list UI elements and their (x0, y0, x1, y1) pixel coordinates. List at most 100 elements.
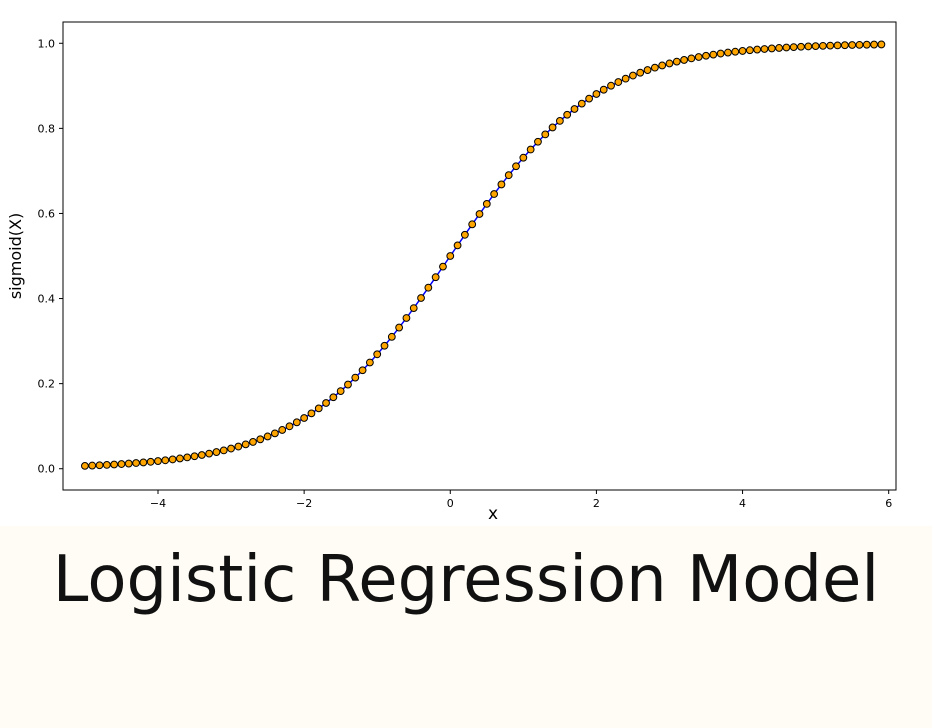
data-point (753, 45, 762, 54)
data-point (504, 171, 513, 180)
data-point (124, 459, 133, 468)
data-point (497, 180, 506, 189)
data-point (848, 41, 857, 49)
x-axis-label: x (488, 504, 498, 524)
data-point (409, 304, 418, 313)
data-point (877, 40, 886, 49)
data-point (541, 130, 550, 139)
data-point (402, 314, 411, 322)
data-point (797, 42, 805, 51)
data-point (380, 341, 389, 350)
data-point (826, 41, 835, 50)
data-point (307, 409, 316, 418)
y-tick-label: 0.6 (38, 207, 56, 220)
data-point (95, 461, 104, 470)
data-point (132, 459, 140, 467)
data-point (709, 50, 718, 59)
data-point (643, 66, 652, 74)
data-point (563, 110, 572, 119)
data-point (862, 40, 871, 49)
x-tick-label: −4 (150, 497, 166, 510)
data-point (329, 393, 338, 402)
data-point (453, 241, 462, 250)
data-point (424, 283, 433, 292)
data-point (724, 48, 732, 57)
data-point (592, 90, 601, 98)
data-point (512, 162, 520, 171)
y-tick-label: 0.4 (38, 293, 56, 306)
data-point (168, 455, 177, 464)
data-point (819, 41, 827, 50)
data-point (629, 71, 637, 80)
data-point (687, 54, 696, 63)
data-point (731, 47, 740, 56)
data-point (322, 399, 330, 407)
y-tick-label: 0.2 (38, 378, 56, 391)
data-point (548, 123, 557, 132)
data-point (212, 448, 221, 456)
data-point (555, 116, 564, 125)
data-point (395, 323, 404, 332)
data-point (154, 457, 162, 465)
data-point (183, 453, 192, 462)
data-point (278, 426, 287, 434)
plot-panel: −4 −2 0 2 4 6 0.0 0.2 0.4 0.6 0.8 1.0 x sigmoid(X) (0, 0, 932, 526)
data-point (139, 458, 148, 467)
data-point (292, 418, 301, 427)
data-point (271, 429, 279, 438)
slide-caption: Logistic Regression Model (52, 543, 880, 617)
data-point (811, 42, 820, 51)
data-point (81, 461, 89, 470)
sigmoid-chart: −4 −2 0 2 4 6 0.0 0.2 0.4 0.6 0.8 1.0 x sigmoid(X) (6, 21, 897, 524)
data-point (490, 190, 499, 198)
data-point (621, 74, 630, 83)
data-point (738, 47, 747, 55)
data-point (658, 61, 667, 70)
data-point (197, 451, 206, 459)
data-point (110, 460, 119, 469)
data-point (607, 81, 615, 90)
data-point (482, 200, 491, 208)
y-tick-label: 1.0 (38, 37, 56, 50)
data-point (760, 45, 769, 53)
data-point (256, 435, 265, 444)
data-point (161, 456, 170, 465)
data-point (650, 63, 659, 72)
data-point (767, 44, 776, 53)
data-point (365, 358, 374, 367)
data-point (146, 457, 155, 466)
data-point (446, 252, 455, 260)
data-point (716, 49, 725, 58)
x-tick-label: 6 (885, 497, 892, 510)
data-points (81, 40, 886, 470)
data-point (475, 210, 484, 218)
data-point (840, 41, 849, 50)
data-point (344, 380, 352, 389)
data-point (176, 454, 184, 463)
x-tick-label: 2 (593, 497, 600, 510)
data-point (351, 373, 360, 382)
data-point (694, 53, 703, 61)
data-point (468, 220, 477, 229)
data-point (702, 51, 710, 60)
data-point (745, 46, 754, 55)
data-point (870, 40, 878, 49)
data-point (775, 44, 783, 52)
sigmoid-line (84, 43, 882, 467)
data-point (439, 262, 447, 271)
data-point (460, 230, 469, 239)
data-point (614, 78, 623, 86)
data-point (680, 56, 688, 64)
y-tick-label: 0.0 (38, 463, 56, 476)
y-tick-label: 0.8 (38, 122, 56, 135)
data-point (241, 440, 250, 449)
x-tick-label: 0 (447, 497, 454, 510)
data-point (577, 99, 586, 108)
data-point (249, 438, 257, 446)
data-point (285, 422, 294, 431)
data-point (314, 404, 323, 413)
data-point (417, 294, 425, 302)
y-axis: 0.0 0.2 0.4 0.6 0.8 1.0 (38, 37, 63, 476)
data-point (227, 444, 235, 453)
